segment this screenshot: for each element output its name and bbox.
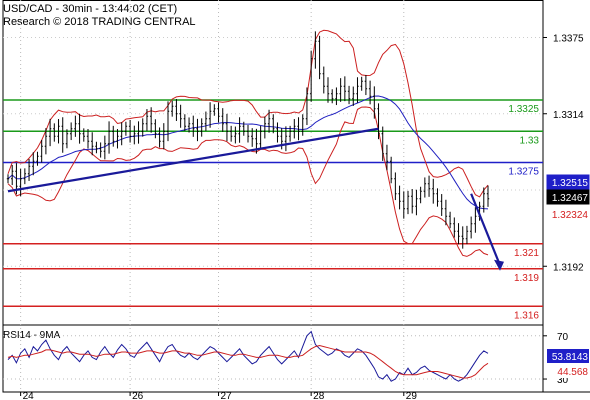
- level-label: 1.319: [514, 273, 539, 284]
- projection-arrow-line: [470, 193, 501, 264]
- level-label: 1.3325: [508, 104, 539, 115]
- x-tick-label: 27: [221, 391, 233, 400]
- price-tag-bg: [546, 206, 590, 222]
- rsi-tag-bg: [547, 349, 589, 363]
- price-tag-label: 1.32515: [552, 178, 589, 189]
- price-tag-label: 1.32467: [552, 193, 589, 204]
- level-label: 1.316: [514, 310, 539, 321]
- rsi-line: [7, 330, 489, 382]
- level-label: 1.3275: [508, 167, 539, 178]
- rsi-tag-label: 53.8143: [552, 352, 589, 363]
- price-tag-label: 1.32324: [552, 210, 589, 221]
- level-label: 1.33: [520, 135, 540, 146]
- rsi-tick-label: 30: [557, 375, 569, 386]
- y-tick-label: 1.3192: [553, 262, 584, 273]
- price-tag-bg: [546, 174, 590, 190]
- x-tick-label: 29: [406, 391, 418, 400]
- x-tick-label: 24: [23, 391, 35, 400]
- x-tick-label: 26: [132, 391, 144, 400]
- rsi-tick-label: 70: [557, 332, 569, 343]
- y-tick-label: 1.3314: [553, 110, 584, 121]
- price-tag-bg: [546, 189, 590, 205]
- chart-title: USD/CAD - 30min - 13:44:02 (CET): [3, 3, 178, 15]
- rsi-panel-frame: [2, 324, 544, 393]
- x-tick-label: 28: [313, 391, 325, 400]
- bollinger-upper-line: [7, 29, 489, 198]
- projection-arrow-head: [494, 259, 504, 271]
- chart-copyright: Research © 2018 TRADING CENTRAL: [3, 16, 196, 28]
- y-tick-label: 1.3375: [553, 34, 584, 45]
- rsi-tag-bg: [547, 364, 589, 378]
- rsi-tag-label: 44.568: [557, 367, 588, 378]
- rsi-ma-line: [7, 344, 489, 379]
- level-label: 1.321: [514, 248, 539, 259]
- moving-average-line: [7, 95, 489, 210]
- trend-line: [7, 127, 379, 193]
